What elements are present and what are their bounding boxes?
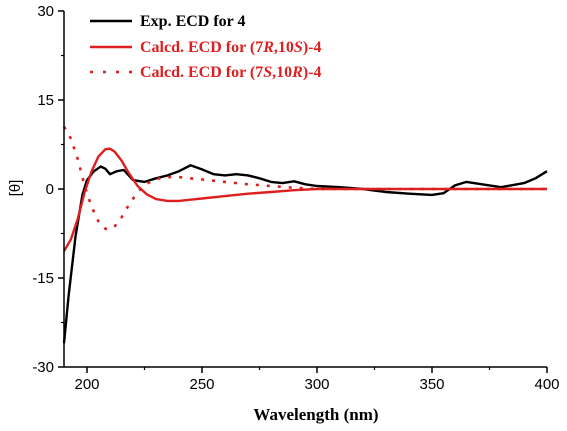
x-tick-label-350: 350 (419, 376, 444, 393)
y-tick-label--15: -15 (32, 270, 54, 287)
y-axis-title: [θ] (7, 180, 24, 197)
y-tick-label-15: 15 (37, 92, 54, 109)
x-tick-label-250: 250 (189, 376, 214, 393)
x-tick-label-400: 400 (534, 376, 559, 393)
series-line-1 (62, 164, 548, 344)
legend: Exp. ECD for 4 Calcd. ECD for (7R,10S)-4 C… (90, 13, 321, 81)
series-line-2 (62, 147, 547, 252)
x-tick-label-300: 300 (304, 376, 329, 393)
y-tick-label--30: -30 (32, 359, 54, 376)
axes: 200 250 300 350 400 -30 -15 0 15 30 (32, 3, 559, 393)
plot-lines (62, 126, 548, 344)
y-tick-label-30: 30 (37, 3, 54, 20)
y-tick-label-0: 0 (46, 181, 54, 198)
legend-label-3: Calcd. ECD for (7S,10R)-4 (140, 64, 321, 81)
x-tick-label-200: 200 (74, 376, 99, 393)
legend-label-2: Calcd. ECD for (7R,10S)-4 (140, 39, 321, 56)
x-axis-title: Wavelength (nm) (253, 405, 378, 424)
legend-label-1: Exp. ECD for 4 (140, 13, 246, 30)
series-line-3 (62, 126, 547, 231)
